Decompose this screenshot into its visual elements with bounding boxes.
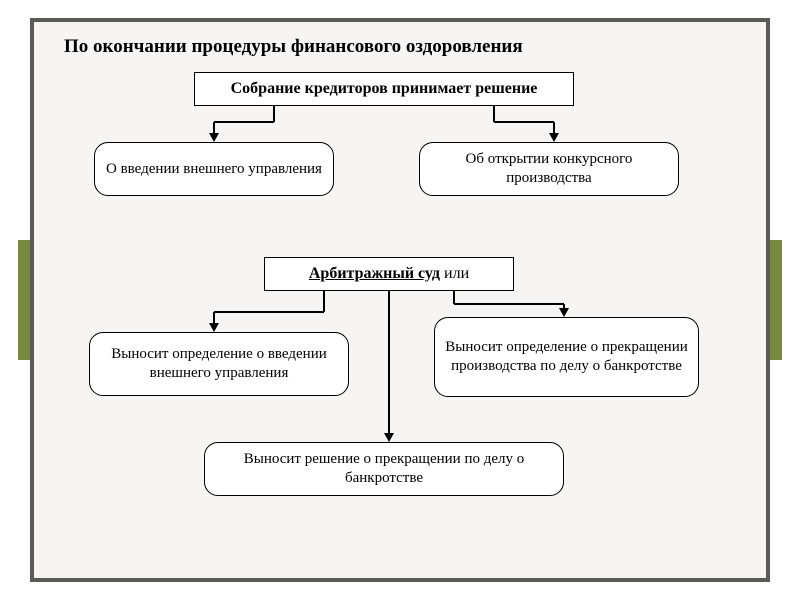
accent-right bbox=[770, 240, 782, 360]
box-label: Выносит определение о введении внешнего … bbox=[100, 345, 338, 383]
diagram-canvas: По окончании процедуры финансового оздор… bbox=[34, 22, 766, 578]
box-label: Выносит решение о прекращении по делу о … bbox=[215, 450, 553, 488]
box-determination-termination: Выносит определение о прекращении произв… bbox=[434, 317, 699, 397]
slide-title: По окончании процедуры финансового оздор… bbox=[64, 36, 736, 58]
box-label: Выносит определение о прекращении произв… bbox=[445, 338, 688, 376]
box-decision-termination: Выносит решение о прекращении по делу о … bbox=[204, 442, 564, 496]
box-determination-external-mgmt: Выносит определение о введении внешнего … bbox=[89, 332, 349, 396]
box-arbitration-court: Арбитражный суд или bbox=[264, 257, 514, 291]
box-label-suffix: или bbox=[440, 265, 469, 282]
box-creditors-decision: Собрание кредиторов принимает решение bbox=[194, 72, 574, 106]
box-external-management-intro: О введении внешнего управления bbox=[94, 142, 334, 196]
box-competitive-proceedings: Об открытии конкурсного производства bbox=[419, 142, 679, 196]
box-label: О введении внешнего управления bbox=[106, 160, 322, 179]
box-label: Арбитражный суд или bbox=[309, 264, 469, 284]
box-label: Об открытии конкурсного производства bbox=[430, 150, 668, 188]
box-label-prefix: Арбитражный суд bbox=[309, 265, 440, 282]
box-label: Собрание кредиторов принимает решение bbox=[231, 79, 538, 99]
accent-left bbox=[18, 240, 30, 360]
